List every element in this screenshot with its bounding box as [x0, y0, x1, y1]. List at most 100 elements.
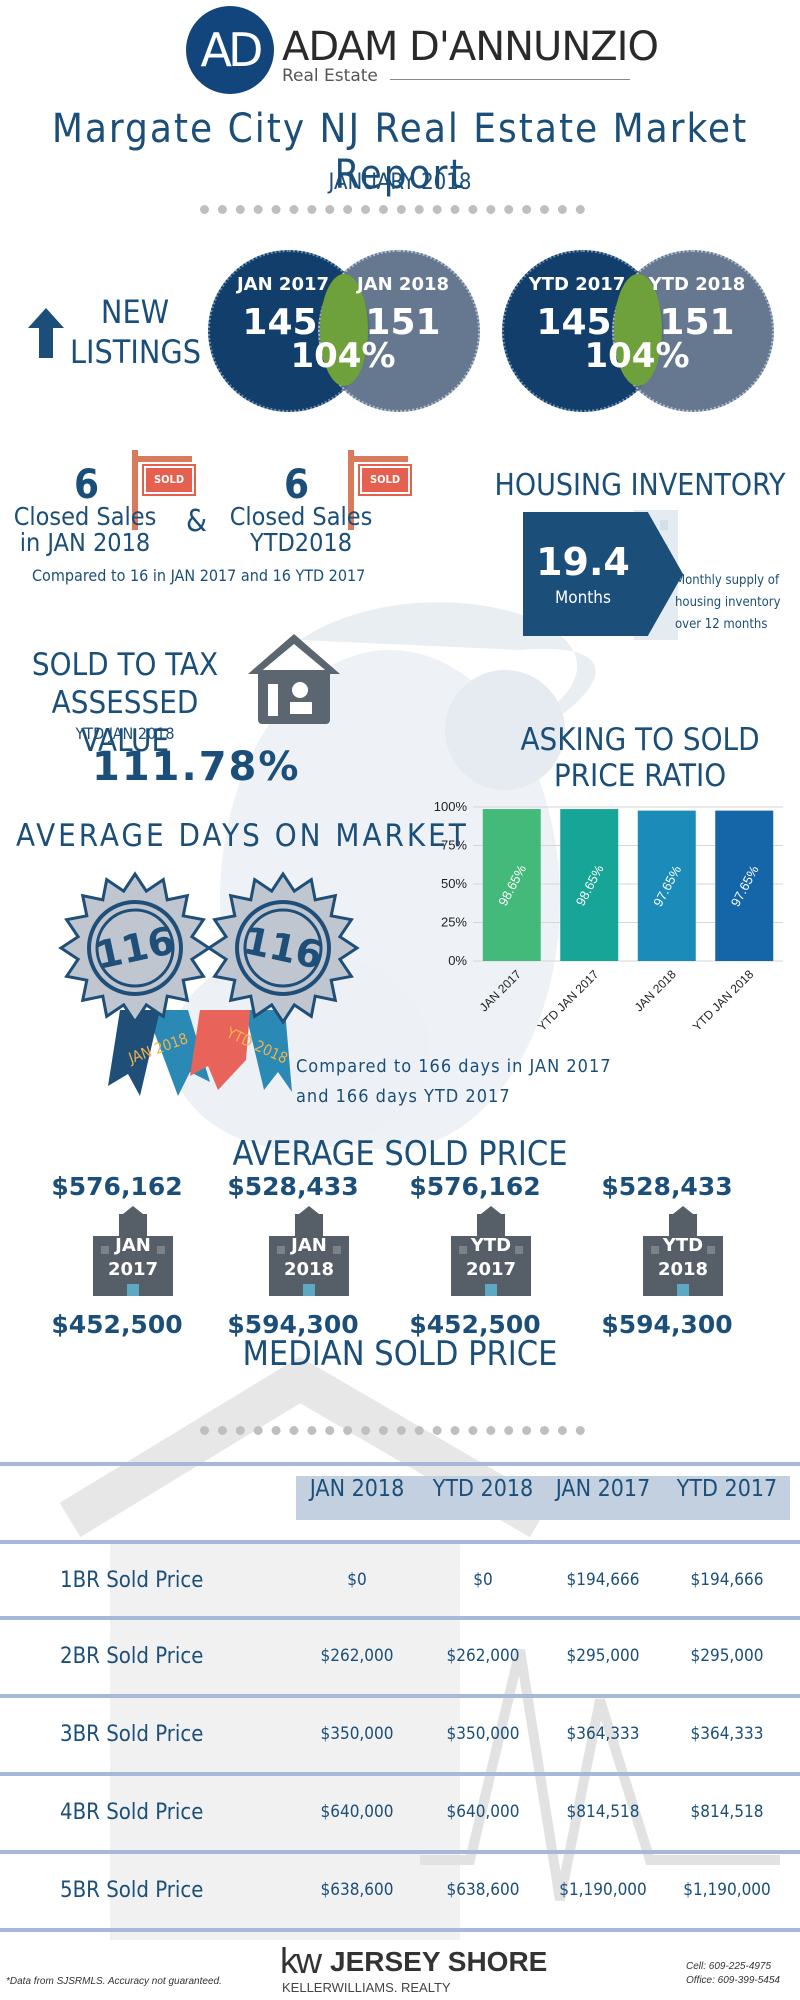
tax-assessed-value: 111.78% — [92, 744, 301, 790]
table-cell: $194,666 — [566, 1570, 640, 1590]
building-caption-2: 2017 — [107, 1259, 159, 1280]
table-rule — [0, 1462, 800, 1466]
section-divider — [200, 1426, 585, 1435]
venn-label-right: JAN 2018 — [356, 274, 450, 295]
table-row-label: 3BR Sold Price — [60, 1722, 204, 1747]
pulse-watermark-icon — [420, 1648, 780, 1901]
inventory-note-3: over 12 months — [675, 617, 768, 632]
table-cell: $1,190,000 — [683, 1880, 771, 1900]
median-sold-price-title: MEDIAN SOLD PRICE — [242, 1334, 558, 1374]
contact-office: Office: 609-399-5454 — [686, 1975, 780, 1986]
table-cell: $262,000 — [446, 1646, 520, 1666]
table-rule — [0, 1694, 800, 1698]
ampersand: & — [186, 504, 208, 539]
table-row-label: 5BR Sold Price — [60, 1878, 204, 1903]
building-icon — [643, 1206, 723, 1296]
closed-sales-month-label-1: Closed Sales — [13, 502, 157, 531]
chart-bar — [715, 810, 774, 961]
chart-bar — [560, 809, 619, 961]
venn-value-left: 145 — [242, 302, 318, 343]
avg-price: $576,162 — [409, 1172, 541, 1201]
inventory-unit: Months — [555, 588, 611, 608]
chart-title: ASKING TO SOLD PRICE RATIO — [520, 722, 760, 794]
avg-price: $528,433 — [227, 1172, 359, 1201]
chart-ytick-label: 100% — [434, 799, 468, 814]
closed-sales-month-count: 6 — [74, 462, 100, 508]
table-cell: $640,000 — [446, 1802, 520, 1822]
table-header-bg — [296, 1476, 790, 1520]
building-caption-2: 2018 — [657, 1259, 709, 1280]
tax-assessed-title: SOLD TO TAX ASSESSED VALUE — [10, 646, 240, 760]
venn-value-right: 151 — [659, 302, 735, 343]
chart-ytick-label: 25% — [441, 915, 467, 930]
days-compare-1: Compared to 166 days in JAN 2017 — [296, 1056, 612, 1077]
median-price: $452,500 — [409, 1310, 541, 1339]
building-icon — [93, 1206, 173, 1296]
table-row-label: 2BR Sold Price — [60, 1644, 204, 1669]
building-caption-1: JAN — [291, 1235, 327, 1256]
contact-cell: Cell: 609-225-4975 — [686, 1961, 772, 1972]
house-watermark-icon — [59, 1356, 551, 1940]
table-header-0: JAN 2018 — [309, 1476, 405, 1502]
venn-label-left: YTD 2017 — [528, 274, 626, 295]
closed-sales-ytd-label: Closed Sales YTD2018 — [226, 504, 376, 556]
kw-sub: KELLERWILLIAMS. REALTY — [282, 1980, 451, 1995]
venn-label-right: YTD 2018 — [648, 274, 746, 295]
award-badge-icon — [190, 871, 360, 1092]
table-cell: $262,000 — [320, 1646, 394, 1666]
table-cell: $295,000 — [690, 1646, 764, 1666]
table-header-2: JAN 2017 — [555, 1476, 651, 1502]
building-caption: YTD 2018 — [637, 1234, 729, 1282]
venn-label-left: JAN 2017 — [236, 274, 330, 295]
table-cell: $638,600 — [320, 1880, 394, 1900]
table-cell: $0 — [347, 1570, 367, 1590]
new-listings-ytd-venn: YTD 2017 YTD 2018 145 151 104% — [502, 250, 774, 412]
chart-category-label: JAN 2017 — [477, 967, 524, 1014]
avg-sold-price-title: AVERAGE SOLD PRICE — [232, 1134, 568, 1174]
brand-divider — [390, 79, 630, 80]
report-month: JANUARY 2018 — [328, 170, 472, 195]
kw-mark: kw — [280, 1940, 322, 1981]
building-caption-1: YTD — [470, 1235, 512, 1256]
award-badges: 116 116 JAN 2018 YTD 2018 — [58, 871, 360, 1096]
building-caption: YTD 2017 — [445, 1234, 537, 1282]
table-rule — [0, 1928, 800, 1932]
table-cell: $814,518 — [566, 1802, 640, 1822]
closed-sales-compare: Compared to 16 in JAN 2017 and 16 YTD 20… — [32, 566, 366, 585]
inventory-value: 19.4 — [536, 540, 630, 584]
inventory-note-2: housing inventory — [675, 595, 781, 610]
venn-percent: 104% — [584, 336, 690, 376]
table-cell: $0 — [473, 1570, 493, 1590]
new-listings-label: NEW LISTINGS — [70, 292, 201, 372]
table-cell: $364,333 — [566, 1724, 640, 1744]
inventory-note: Monthly supply of housing inventory over… — [675, 570, 781, 636]
table-cell: $1,190,000 — [559, 1880, 647, 1900]
kw-name: JERSEY SHORE — [330, 1946, 548, 1977]
sold-sign-text: SOLD — [360, 466, 410, 494]
avg-price: $576,162 — [51, 1172, 183, 1201]
venn-percent: 104% — [290, 336, 396, 376]
building-caption: JAN 2017 — [87, 1234, 179, 1282]
table-row-label: 4BR Sold Price — [60, 1800, 204, 1825]
new-listings-monthly-venn: JAN 2017 JAN 2018 145 151 104% — [208, 250, 480, 412]
closed-sales-ytd-label-1: Closed Sales — [229, 502, 373, 531]
building-icon — [451, 1206, 531, 1296]
table-rule — [0, 1616, 800, 1620]
report-title: Margate City NJ Real Estate Market Repor… — [51, 106, 749, 198]
median-price: $594,300 — [227, 1310, 359, 1339]
building-icon — [269, 1206, 349, 1296]
table-cell: $364,333 — [690, 1724, 764, 1744]
building-caption-2: 2018 — [283, 1259, 335, 1280]
tax-assessed-title-2: ASSESSED VALUE — [51, 685, 199, 759]
logo-mark: AD — [186, 6, 274, 94]
table-header-3: YTD 2017 — [676, 1476, 778, 1502]
new-listings-label-line2: LISTINGS — [70, 333, 201, 371]
closed-sales-month-label-2: in JAN 2018 — [19, 528, 151, 557]
chart-category-label: JAN 2018 — [632, 967, 679, 1014]
chart-bar — [482, 809, 541, 961]
chart-ytick-label: 75% — [441, 838, 467, 853]
table-header-1: YTD 2018 — [432, 1476, 534, 1502]
house-icon — [248, 634, 340, 724]
avg-price: $528,433 — [601, 1172, 733, 1201]
